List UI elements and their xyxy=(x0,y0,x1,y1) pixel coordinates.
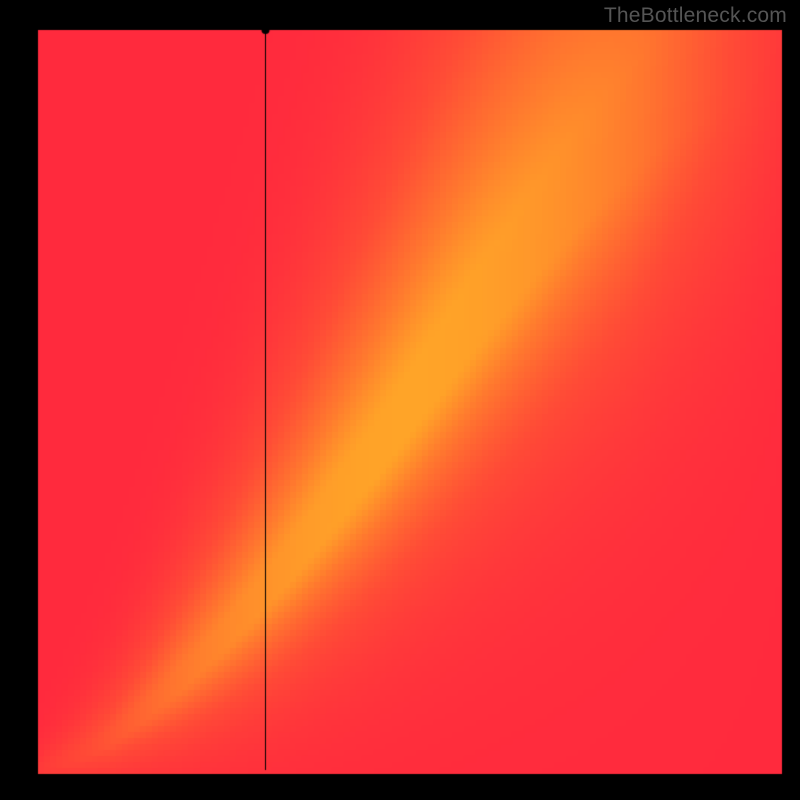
heatmap-canvas xyxy=(0,0,800,800)
watermark-text: TheBottleneck.com xyxy=(604,4,787,28)
bottleneck-heatmap-chart xyxy=(0,0,800,800)
